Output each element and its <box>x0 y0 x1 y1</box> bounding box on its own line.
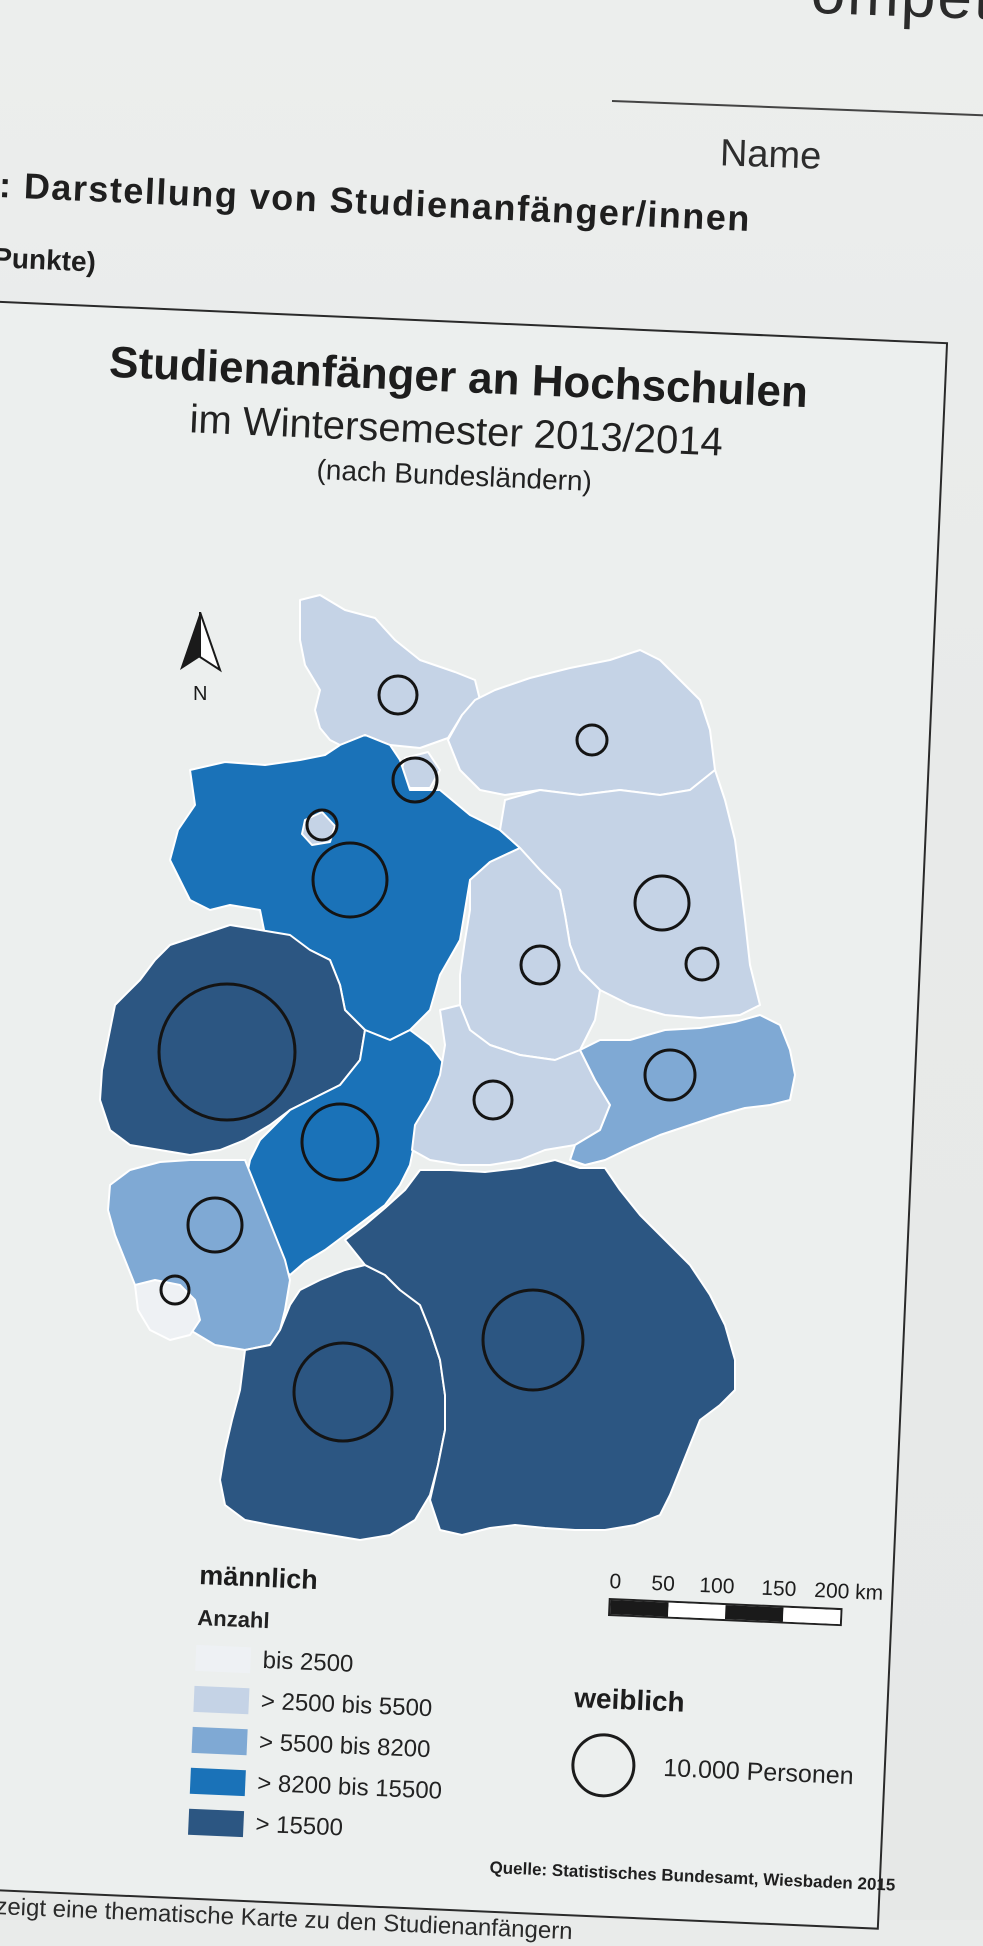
legend-male: männlich Anzahl bis 2500 > 2500 bis 5500… <box>188 1560 452 1847</box>
legend-female-row: 10.000 Personen <box>570 1731 855 1808</box>
legend-label: bis 2500 <box>262 1646 354 1678</box>
state-nordrhein-westfalen <box>99 924 366 1156</box>
state-sachsen <box>569 1014 796 1166</box>
state-niedersachsen <box>169 734 521 1041</box>
legend-swatch <box>195 1644 252 1674</box>
state-saarland <box>134 1279 201 1341</box>
circle-brandenburg <box>684 946 720 982</box>
scale-tick: 200 km <box>813 1578 884 1605</box>
circle-icon <box>570 1731 637 1799</box>
legend-label: > 8200 bis 15500 <box>256 1769 443 1805</box>
circle-bayern <box>481 1288 585 1392</box>
state-schleswig-holstein <box>299 594 481 749</box>
north-label: N <box>193 683 207 705</box>
circle-sachsen-anhalt <box>519 944 561 986</box>
circle-berlin <box>633 874 691 932</box>
state-mecklenburg-vorpommern <box>447 649 716 796</box>
circle-rheinland-pfalz <box>186 1196 244 1254</box>
state-bayern <box>344 1159 736 1536</box>
legend-swatch <box>193 1685 250 1715</box>
legend-row: > 2500 bis 5500 <box>193 1685 446 1724</box>
legend-female-label: 10.000 Personen <box>662 1753 855 1790</box>
legend-female: weiblich 10.000 Personen <box>570 1682 857 1808</box>
legend-swatch <box>188 1808 245 1838</box>
scale-tick: 0 <box>608 1570 622 1594</box>
legend-label: > 2500 bis 5500 <box>260 1687 433 1723</box>
circle-bremen <box>305 808 339 842</box>
legend-label: > 15500 <box>254 1810 344 1842</box>
legend-row: bis 2500 <box>195 1644 448 1683</box>
state-bremen <box>301 811 336 846</box>
circle-baden-wuerttemberg <box>292 1341 394 1443</box>
circle-thueringen <box>472 1079 514 1121</box>
female-circles <box>157 674 720 1443</box>
legend-male-subheading: Anzahl <box>196 1604 271 1634</box>
legend-row: > 8200 bis 15500 <box>189 1767 443 1806</box>
circle-niedersachsen <box>311 841 389 919</box>
circle-hessen <box>300 1102 380 1182</box>
legend-label: > 5500 bis 8200 <box>258 1728 432 1764</box>
circle-schleswig-holstein <box>377 674 419 716</box>
legend-row: > 5500 bis 8200 <box>191 1726 445 1765</box>
circle-sachsen <box>643 1048 697 1102</box>
scale-tick: 50 <box>650 1571 676 1596</box>
state-thueringen <box>411 1004 611 1166</box>
circle-hamburg <box>391 756 439 804</box>
scale-tick: 150 <box>760 1576 797 1602</box>
north-arrow-icon: N <box>175 611 225 707</box>
legend-swatch <box>189 1767 246 1797</box>
legend-swatch <box>191 1726 248 1756</box>
circle-nordrhein-westfalen <box>157 982 297 1122</box>
circle-saarland <box>159 1274 191 1306</box>
circle-mecklenburg-vorpommern <box>575 723 609 757</box>
scale-tick: 100 <box>698 1573 735 1599</box>
